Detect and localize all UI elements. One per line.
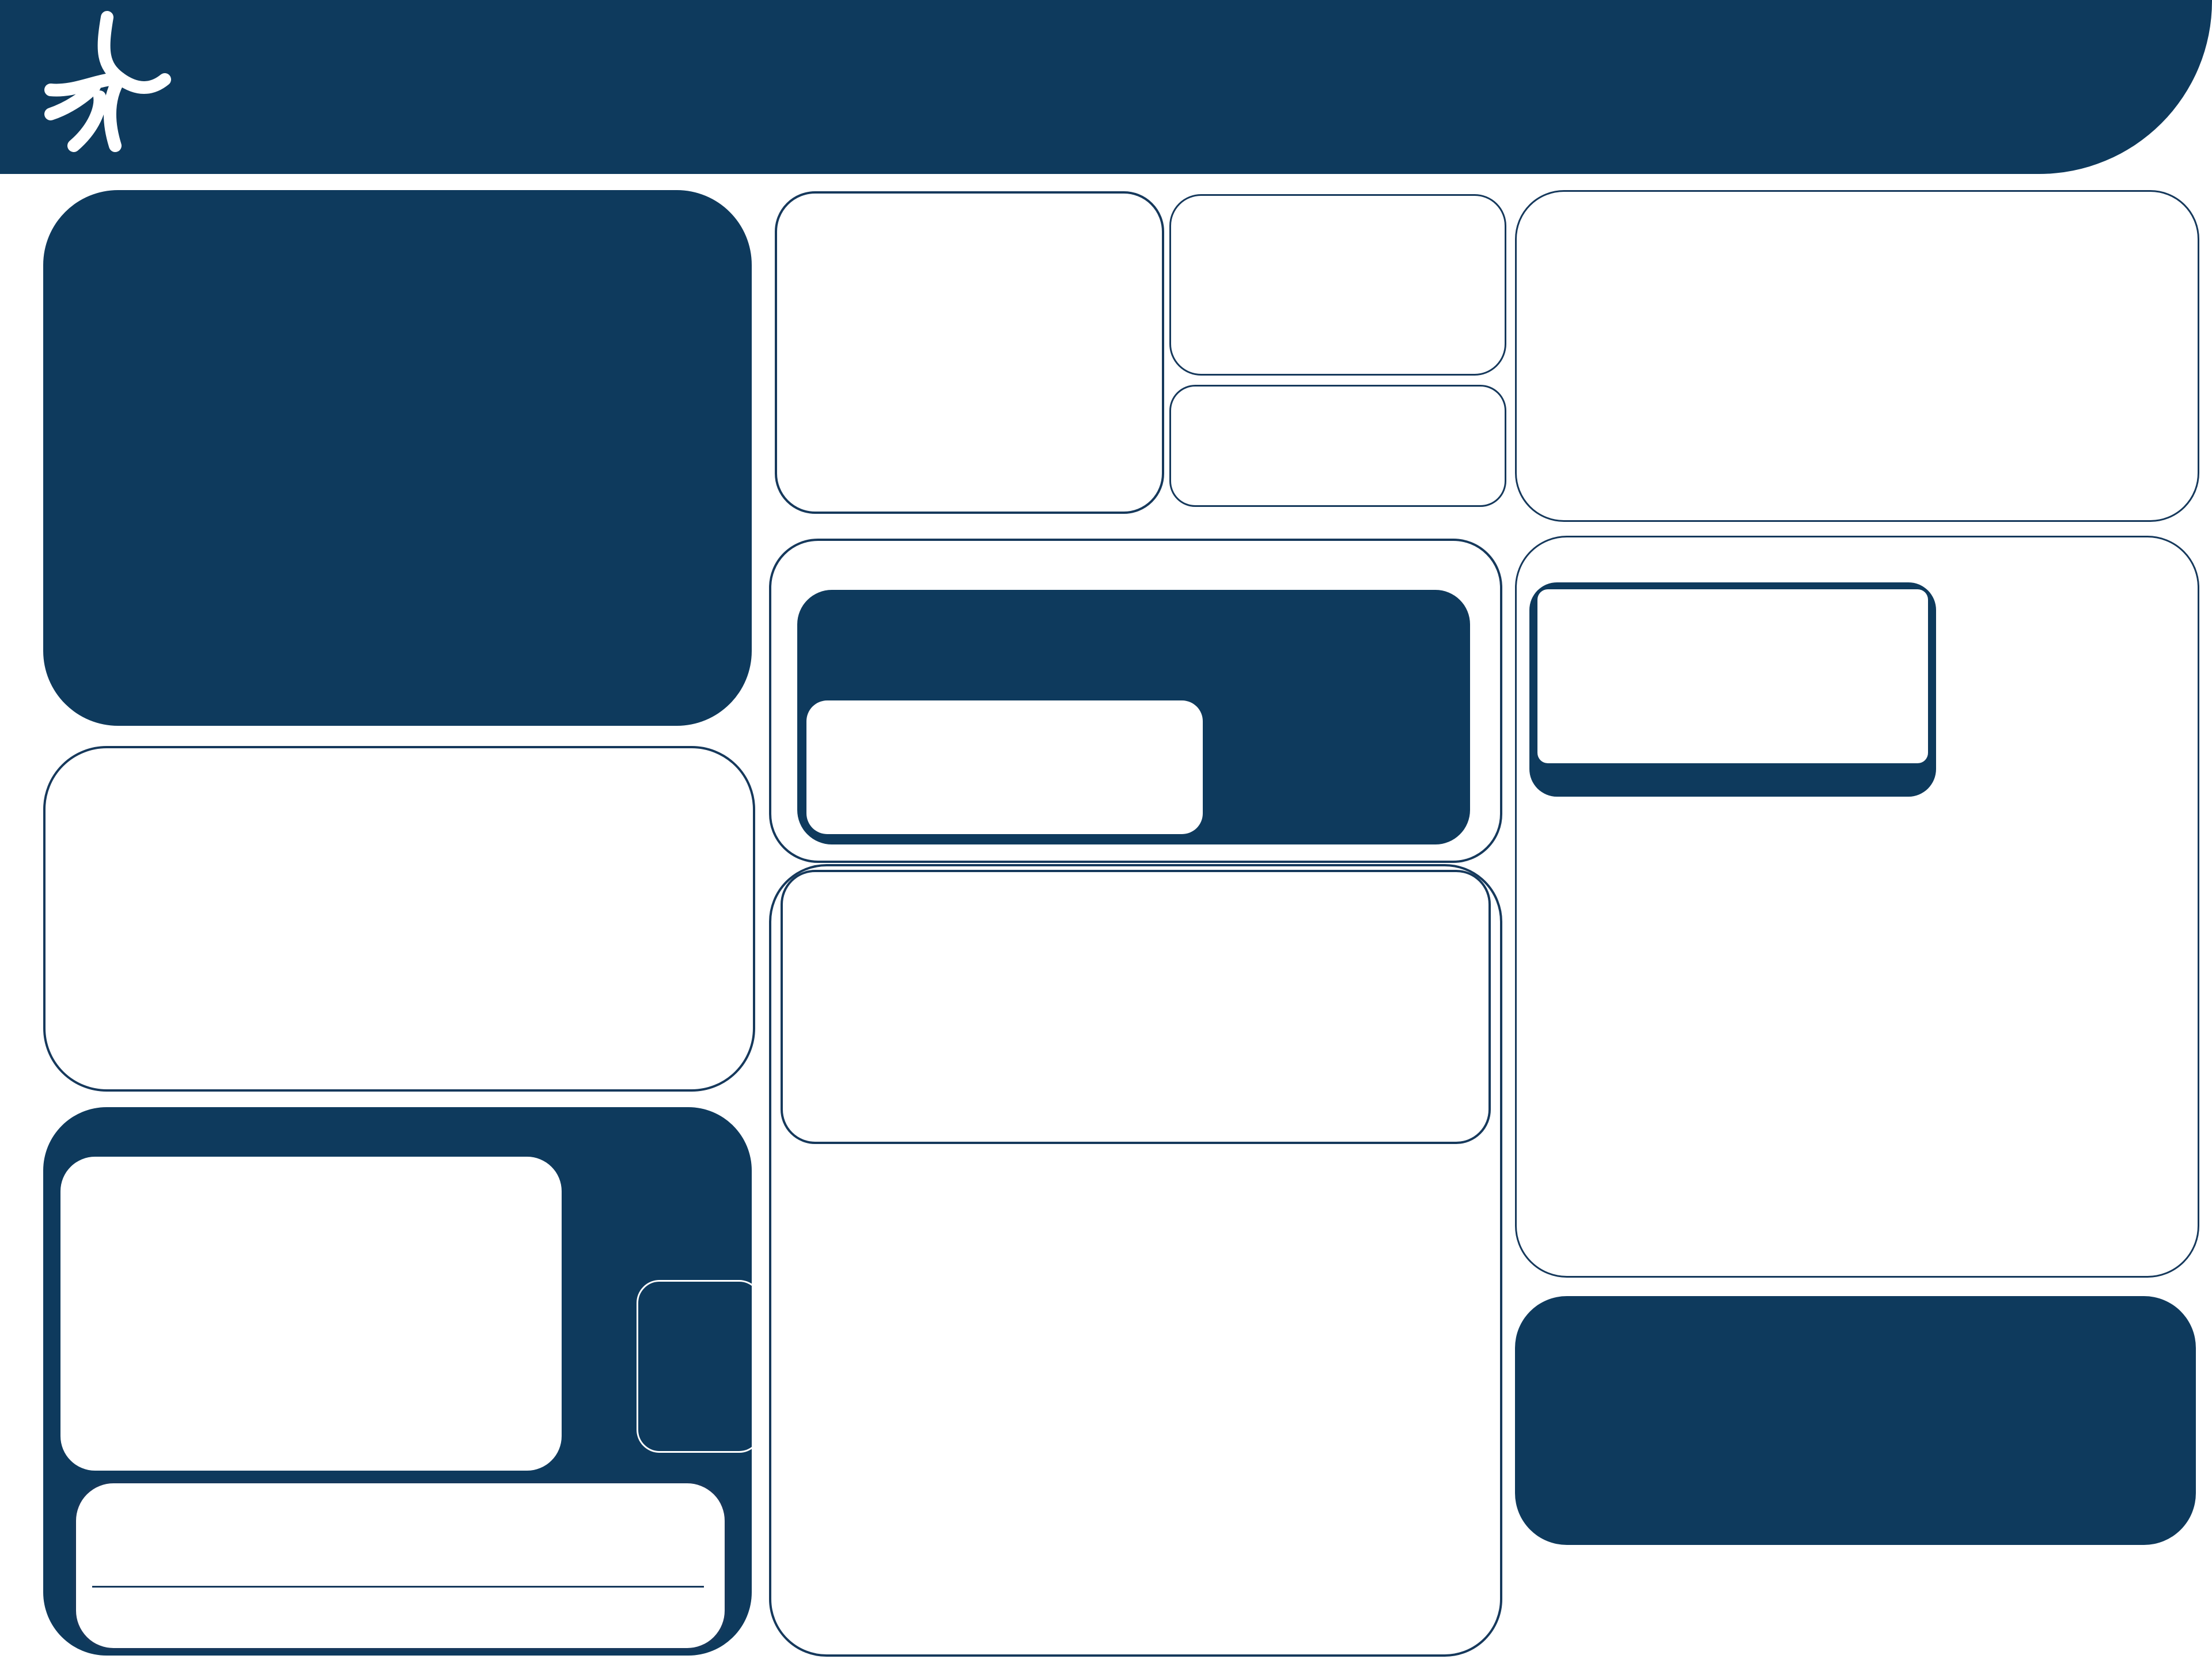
pomdp-graph-panel — [60, 1157, 562, 1471]
decision-confidence-model-box — [775, 191, 1164, 514]
def-divider — [92, 1586, 704, 1588]
bayesian-diagram — [54, 797, 428, 1085]
planning-as-inference-box — [1515, 190, 2199, 522]
trial-sequence-panel — [806, 700, 1203, 834]
value-based-task-box — [1515, 536, 2199, 1278]
pomdp-graphical-model — [60, 1157, 562, 1471]
intro-summary-box — [43, 190, 752, 726]
model-fitting-box — [781, 870, 1491, 1144]
conclusions-box — [1515, 1296, 2196, 1545]
vb-task-figure — [1529, 582, 1936, 797]
bayesian-hypothesis-box — [43, 746, 755, 1092]
pomdp-box — [43, 1107, 762, 1656]
definitions-box — [73, 1480, 728, 1651]
perceptual-task-box — [769, 539, 1502, 863]
references-section — [1515, 1553, 2198, 1556]
model-fitting-section-box — [769, 864, 1502, 1657]
instance-note-box — [1169, 385, 1506, 507]
allen-institute-logo-icon — [44, 11, 171, 152]
gaussian-distributions-figure — [443, 801, 754, 974]
framework-note-box — [1169, 194, 1506, 376]
vb-task-screens — [1537, 589, 1928, 763]
payoff-table — [1210, 598, 1465, 828]
perceptual-figure-panel — [797, 590, 1470, 844]
header-banner — [0, 0, 2212, 174]
overall-optimality-note — [637, 1280, 762, 1453]
